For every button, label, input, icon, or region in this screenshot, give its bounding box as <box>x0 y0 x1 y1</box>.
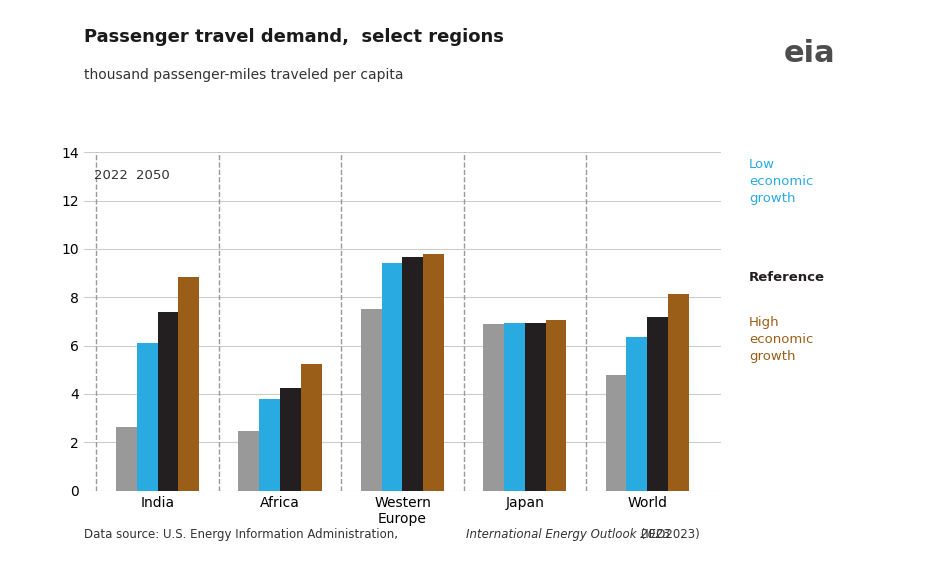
Bar <box>505 323 525 491</box>
Bar <box>648 316 668 491</box>
Text: Reference: Reference <box>749 271 825 284</box>
Bar <box>483 324 505 491</box>
Bar <box>423 254 444 491</box>
Bar <box>382 263 402 491</box>
Bar <box>606 374 626 491</box>
Bar <box>300 364 322 491</box>
Bar <box>361 310 382 491</box>
Bar <box>157 312 179 491</box>
Bar <box>116 426 137 491</box>
Text: 2050: 2050 <box>136 169 169 182</box>
Text: High
economic
growth: High economic growth <box>749 316 813 363</box>
Text: International Energy Outlook 2023: International Energy Outlook 2023 <box>466 528 670 541</box>
Text: eia: eia <box>783 39 836 68</box>
Text: (IEO2023): (IEO2023) <box>637 528 700 541</box>
Bar <box>280 388 300 491</box>
Text: Passenger travel demand,  select regions: Passenger travel demand, select regions <box>84 28 505 46</box>
Bar <box>546 320 566 491</box>
Bar <box>525 323 546 491</box>
Text: 2022: 2022 <box>94 169 128 182</box>
Bar <box>239 431 259 491</box>
Bar <box>137 343 157 491</box>
Text: Low
economic
growth: Low economic growth <box>749 158 813 205</box>
Bar <box>668 294 689 491</box>
Bar <box>179 277 199 491</box>
Text: Data source: U.S. Energy Information Administration,: Data source: U.S. Energy Information Adm… <box>84 528 402 541</box>
Bar <box>626 337 648 491</box>
Text: thousand passenger-miles traveled per capita: thousand passenger-miles traveled per ca… <box>84 68 403 82</box>
Bar <box>259 399 280 491</box>
Bar <box>402 257 423 491</box>
